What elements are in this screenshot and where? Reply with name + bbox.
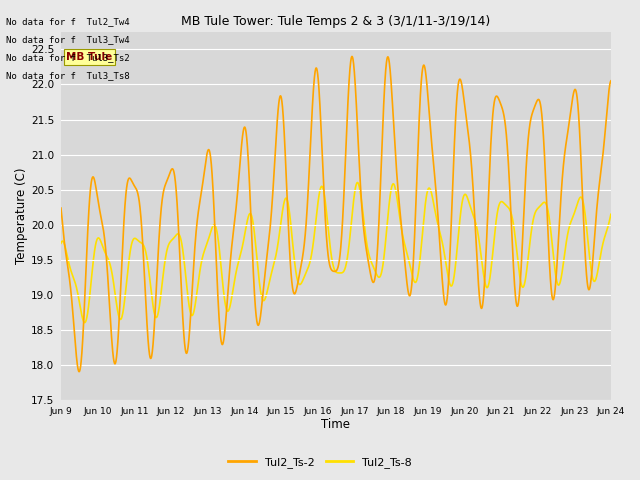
Text: No data for f  Tul3_Ts2: No data for f Tul3_Ts2 — [6, 53, 130, 62]
Title: MB Tule Tower: Tule Temps 2 & 3 (3/1/11-3/19/14): MB Tule Tower: Tule Temps 2 & 3 (3/1/11-… — [181, 15, 490, 28]
Y-axis label: Temperature (C): Temperature (C) — [15, 168, 28, 264]
Text: No data for f  Tul2_Tw4: No data for f Tul2_Tw4 — [6, 17, 130, 26]
Legend: Tul2_Ts-2, Tul2_Ts-8: Tul2_Ts-2, Tul2_Ts-8 — [223, 452, 417, 472]
Text: MB Tule: MB Tule — [67, 52, 113, 62]
X-axis label: Time: Time — [321, 419, 351, 432]
Text: No data for f  Tul3_Tw4: No data for f Tul3_Tw4 — [6, 35, 130, 44]
Text: No data for f  Tul3_Ts8: No data for f Tul3_Ts8 — [6, 72, 130, 81]
